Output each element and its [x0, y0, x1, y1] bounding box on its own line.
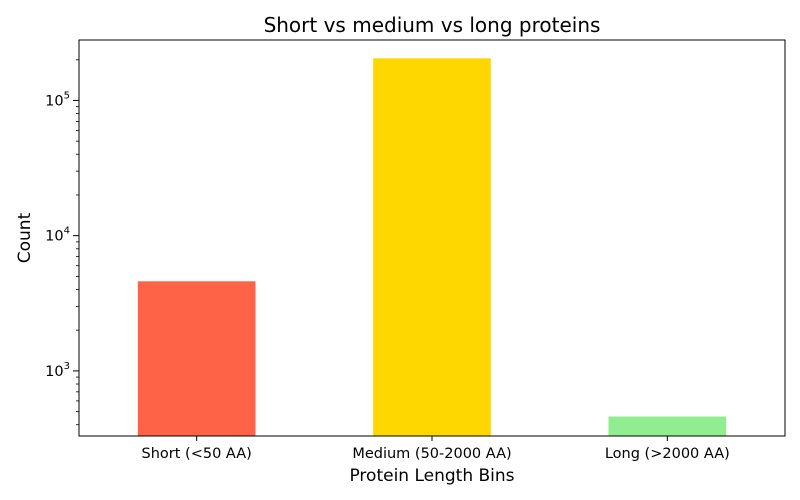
- x-tick-label: Short (<50 AA): [142, 446, 252, 462]
- bar-3: [608, 416, 727, 436]
- y-axis: 103 104 105: [45, 59, 79, 426]
- bar-2: [373, 58, 491, 436]
- y-tick-label: 104: [45, 226, 70, 245]
- x-axis-label: Protein Length Bins: [349, 466, 514, 486]
- chart-title: Short vs medium vs long proteins: [264, 13, 601, 37]
- bar-1: [137, 281, 256, 436]
- y-axis-label: Count: [15, 212, 35, 263]
- y-tick-label: 105: [45, 90, 70, 109]
- x-tick-label: Long (>2000 AA): [605, 446, 730, 462]
- x-axis: Short (<50 AA) Medium (50-2000 AA) Long (>…: [142, 436, 730, 462]
- x-tick-label: Medium (50-2000 AA): [352, 446, 511, 462]
- bars-group: [137, 58, 727, 436]
- y-tick-label: 103: [45, 361, 70, 380]
